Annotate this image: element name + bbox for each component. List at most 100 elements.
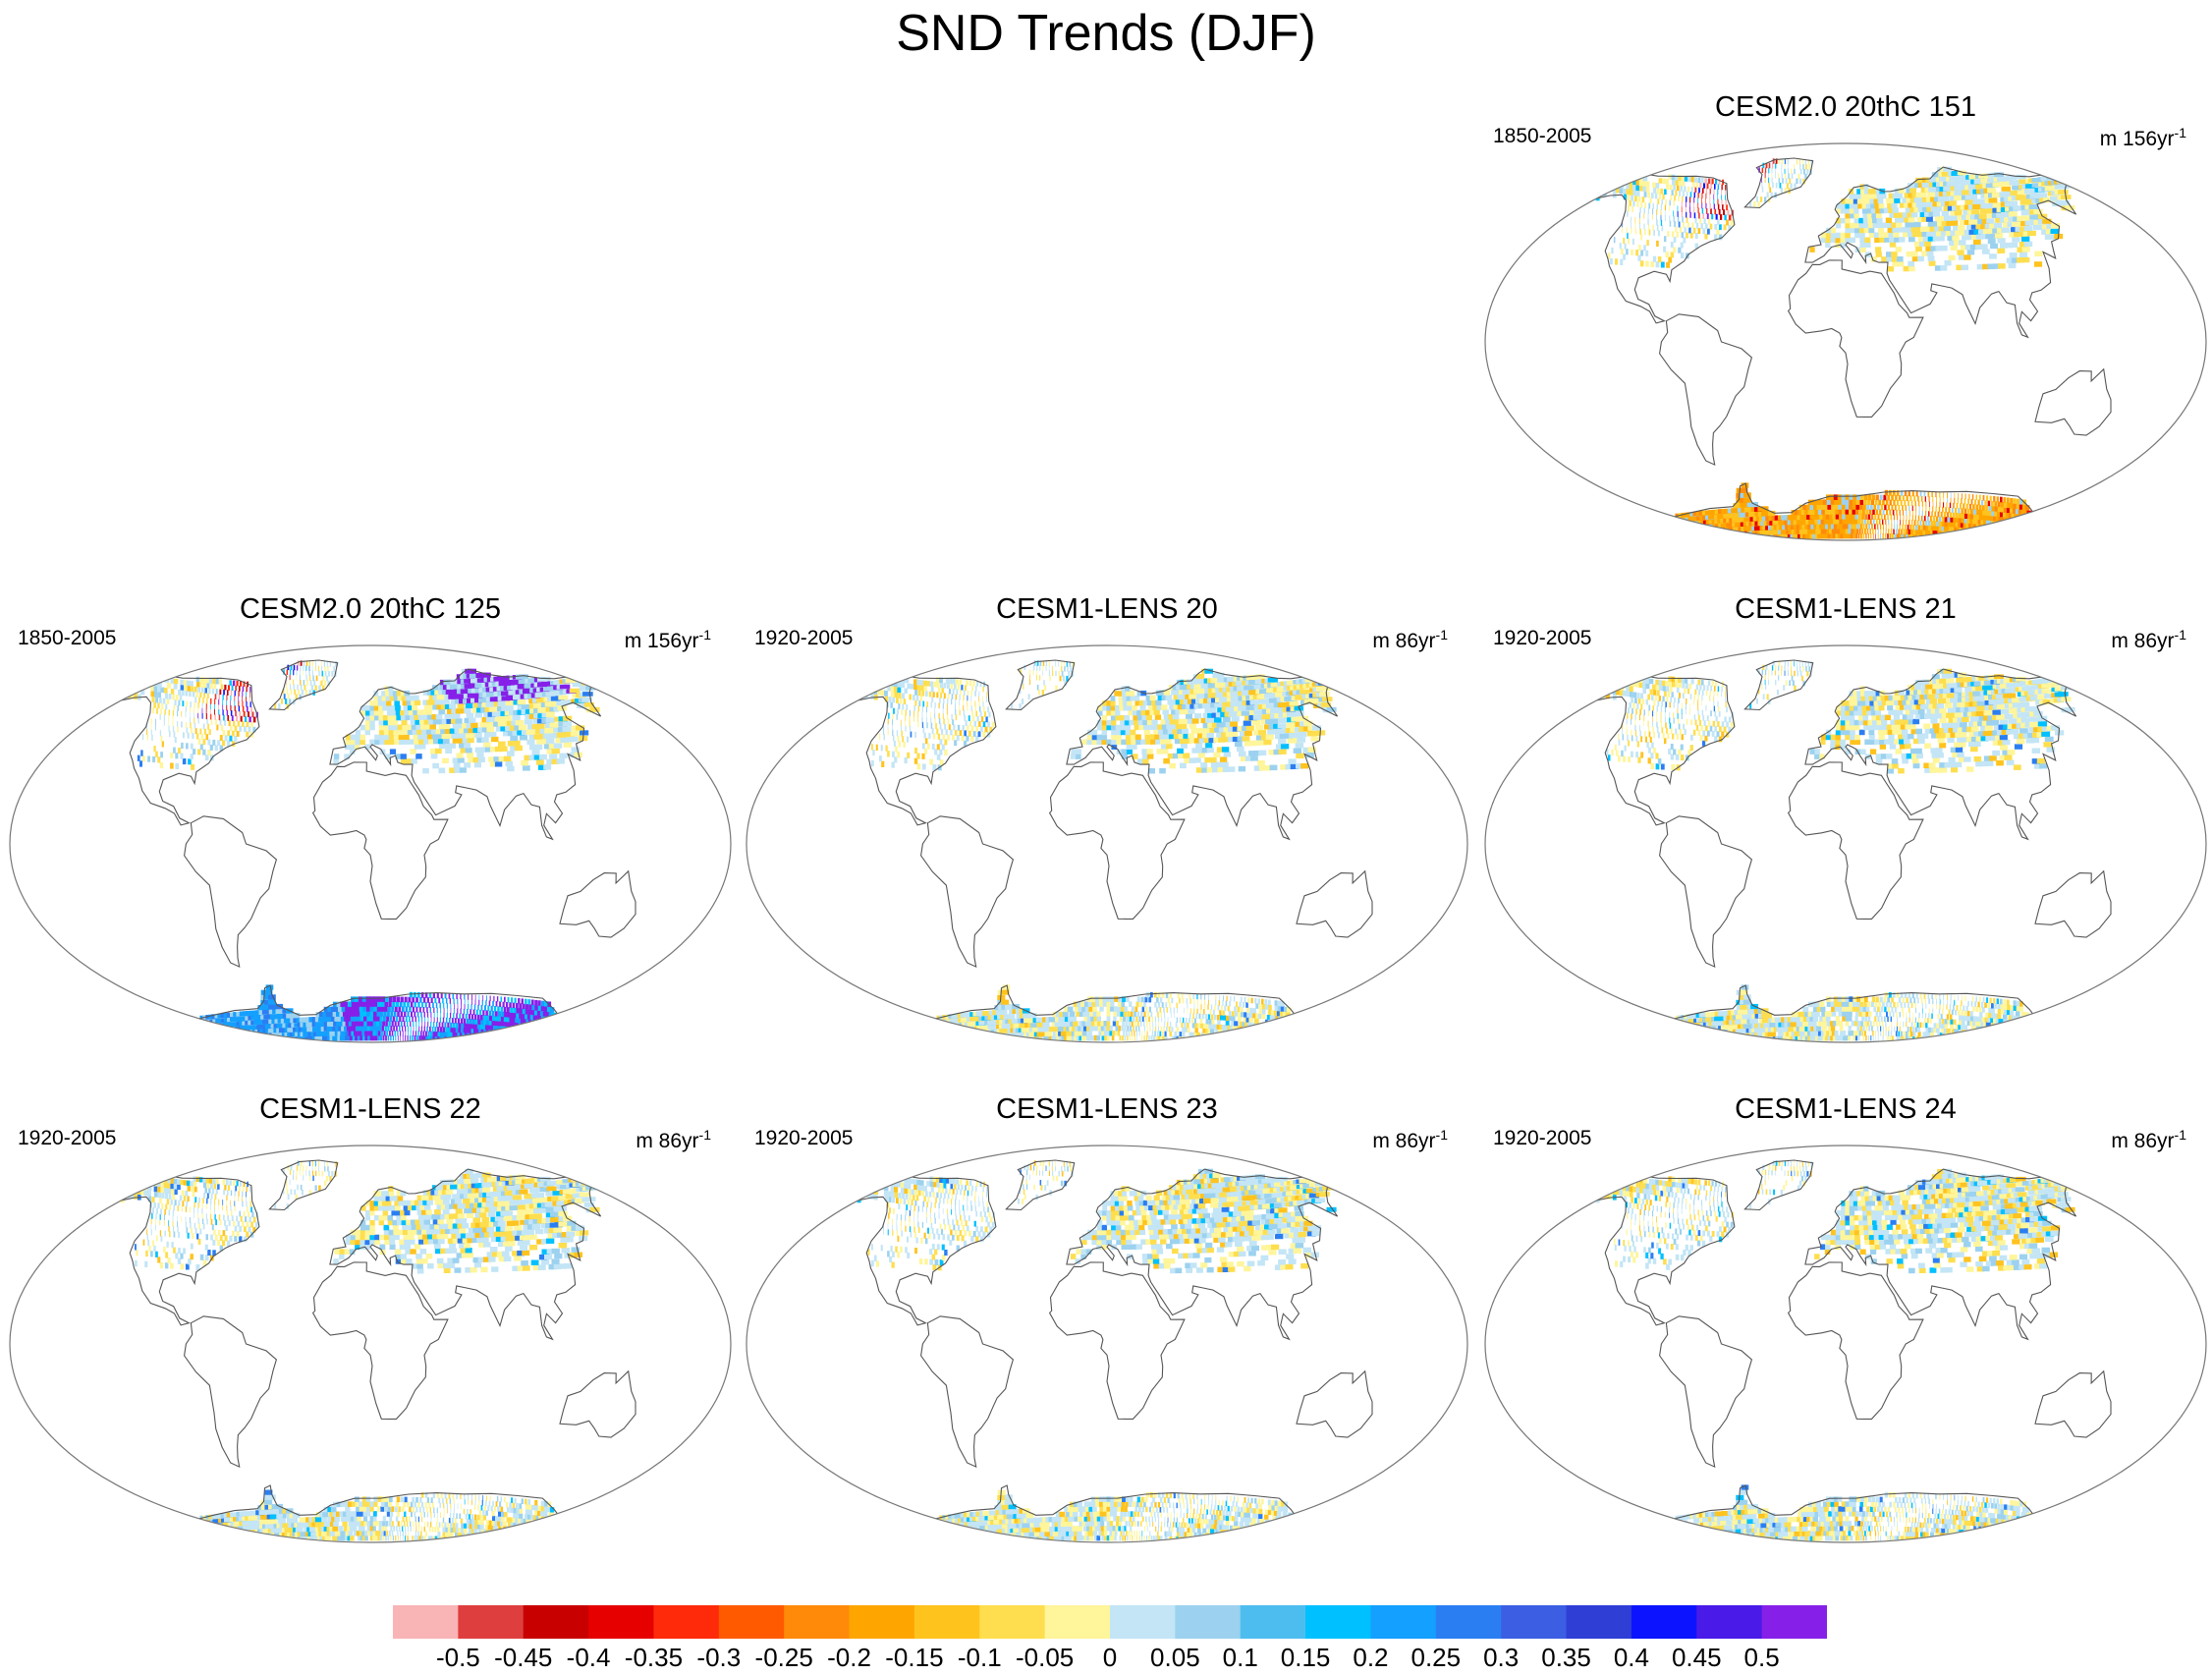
snow-depth-field <box>124 660 600 1042</box>
coastline-greenland <box>1743 659 1814 711</box>
map-panel: CESM2.0 20thC 151 1850-2005 m 156yr-1 <box>1483 90 2208 542</box>
unit-label: m 86yr-1 <box>1372 1127 1448 1152</box>
coastline-southAmerica <box>920 815 1015 969</box>
map-border <box>1484 1145 2207 1543</box>
coastline-northAmerica <box>121 674 260 826</box>
colorbar-swatch <box>1501 1605 1568 1639</box>
colorbar-tick-label: 0.1 <box>1223 1643 1258 1672</box>
colorbar-tick-label: -0.4 <box>567 1643 611 1672</box>
coastline-africa <box>1048 1261 1186 1420</box>
panel-title: CESM2.0 20thC 151 <box>1715 91 1976 123</box>
coastlines <box>1596 659 2112 1042</box>
coastline-greenland <box>1005 659 1076 711</box>
coastline-northAmerica <box>121 1174 260 1326</box>
map-panel: CESM1-LENS 24 1920-2005 m 86yr-1 <box>1483 1092 2208 1544</box>
coastlines <box>1596 157 2112 540</box>
panel-title: CESM1-LENS 21 <box>1735 593 1957 625</box>
world-map <box>9 1145 732 1543</box>
colorbar-swatch <box>1044 1605 1111 1639</box>
coastline-southAmerica <box>1659 313 1753 467</box>
unit-label: m 86yr-1 <box>636 1127 711 1152</box>
coastlines <box>857 659 1373 1042</box>
world-map <box>1484 1145 2207 1543</box>
colorbar-tick-label: -0.05 <box>1016 1643 1074 1672</box>
unit-label: m 86yr-1 <box>2111 627 2186 652</box>
snow-depth-field <box>1595 1160 2075 1542</box>
coastline-africa <box>1048 761 1186 920</box>
coastline-eurasia <box>1804 668 2077 841</box>
world-map <box>746 1145 1468 1543</box>
colorbar-tick-label: -0.45 <box>494 1643 552 1672</box>
colorbar-swatch <box>523 1605 589 1639</box>
map-panel: CESM1-LENS 22 1920-2005 m 86yr-1 <box>8 1092 733 1544</box>
colorbar-tick-label: 0.2 <box>1353 1643 1388 1672</box>
map-border <box>9 1145 732 1543</box>
colorbar-tick-label: -0.3 <box>696 1643 741 1672</box>
coastline-eurasia <box>1804 1168 2077 1341</box>
coastline-australia <box>2034 367 2112 436</box>
unit-label: m 156yr-1 <box>624 627 711 652</box>
colorbar-swatch <box>653 1605 720 1639</box>
colorbar-tick-label: -0.25 <box>755 1643 813 1672</box>
coastline-greenland <box>268 659 339 711</box>
coastlines <box>1596 1159 2112 1542</box>
map-panel: CESM2.0 20thC 125 1850-2005 m 156yr-1 <box>8 592 733 1044</box>
colorbar-tick-label: 0.35 <box>1541 1643 1591 1672</box>
period-label: 1920-2005 <box>1493 627 1592 649</box>
world-map <box>746 644 1468 1043</box>
colorbar-swatch <box>1305 1605 1371 1639</box>
coastline-northAmerica <box>1596 172 1736 324</box>
colorbar-tick-label: 0.45 <box>1672 1643 1722 1672</box>
colorbar-swatch <box>1175 1605 1242 1639</box>
coastlines <box>121 659 636 1042</box>
period-label: 1850-2005 <box>1493 125 1592 147</box>
coastline-africa <box>1787 761 1924 920</box>
coastline-southAmerica <box>184 1315 278 1469</box>
colorbar-swatch <box>1240 1605 1306 1639</box>
colorbar-swatch <box>588 1605 654 1639</box>
map-panel: CESM1-LENS 20 1920-2005 m 86yr-1 <box>745 592 1469 1044</box>
colorbar-swatch <box>458 1605 525 1639</box>
coastline-eurasia <box>1066 1168 1339 1341</box>
colorbar-swatch <box>913 1605 980 1639</box>
colorbar-swatch <box>1110 1605 1176 1639</box>
coastline-southAmerica <box>184 815 278 969</box>
panel-title: CESM1-LENS 23 <box>996 1093 1218 1125</box>
panel-title: CESM1-LENS 22 <box>259 1093 481 1125</box>
colorbar-swatch <box>784 1605 851 1639</box>
colorbar-tick-label: 0.15 <box>1281 1643 1331 1672</box>
colorbar-tick-label: 0.3 <box>1483 1643 1519 1672</box>
world-map <box>1484 644 2207 1043</box>
coastline-eurasia <box>329 668 602 841</box>
coastline-greenland <box>1005 1159 1076 1211</box>
colorbar-swatch <box>393 1605 459 1639</box>
period-label: 1850-2005 <box>18 627 117 649</box>
snow-depth-field <box>860 660 1337 1042</box>
figure-title: SND Trends (DJF) <box>896 5 1316 62</box>
map-border <box>746 1145 1468 1543</box>
map-panel: CESM1-LENS 21 1920-2005 m 86yr-1 <box>1483 592 2208 1044</box>
map-panel: CESM1-LENS 23 1920-2005 m 86yr-1 <box>745 1092 1469 1544</box>
period-label: 1920-2005 <box>1493 1127 1592 1149</box>
snow-depth-field <box>1599 660 2075 1042</box>
colorbar-tick-label: -0.15 <box>885 1643 943 1672</box>
coastline-australia <box>559 1369 636 1438</box>
colorbar-swatch <box>1696 1605 1763 1639</box>
coastline-australia <box>1296 1369 1373 1438</box>
colorbar-tick-label: 0.4 <box>1614 1643 1649 1672</box>
coastline-northAmerica <box>857 674 997 826</box>
colorbar-swatch <box>1435 1605 1502 1639</box>
panel-title: CESM1-LENS 24 <box>1735 1093 1957 1125</box>
unit-label: m 86yr-1 <box>1372 627 1448 652</box>
period-label: 1920-2005 <box>754 1127 854 1149</box>
snow-depth-field <box>857 1160 1337 1542</box>
map-border <box>746 644 1468 1043</box>
unit-label: m 156yr-1 <box>2099 125 2186 150</box>
colorbar-tick-label: -0.1 <box>958 1643 1002 1672</box>
coastline-australia <box>559 869 636 938</box>
colorbar-tick-label: 0 <box>1103 1643 1117 1672</box>
panel-title: CESM2.0 20thC 125 <box>240 593 501 625</box>
colorbar-swatch <box>1370 1605 1437 1639</box>
coastline-northAmerica <box>1596 1174 1736 1326</box>
map-border <box>9 644 732 1043</box>
